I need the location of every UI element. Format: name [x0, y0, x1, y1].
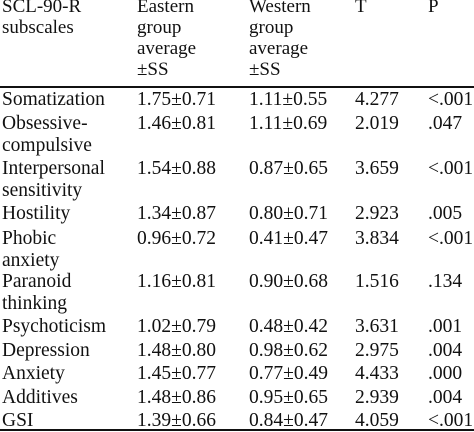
subscale-line: Hostility — [2, 203, 71, 224]
eastern-cell: 1.75±0.71 — [137, 89, 216, 110]
header-western: Western group average ±SS — [249, 0, 311, 80]
western-cell: 1.11±0.55 — [249, 89, 328, 110]
header-line: average — [249, 38, 309, 59]
t-cell: 1.516 — [355, 271, 399, 292]
subscale-cell: GSI — [2, 410, 33, 432]
western-cell: 1.11±0.69 — [249, 113, 328, 134]
subscale-line: anxiety — [2, 250, 60, 271]
header-line: subscales — [2, 17, 74, 38]
header-t: T — [355, 0, 367, 17]
subscale-line: Depression — [2, 340, 90, 361]
subscale-line: Obsessive- — [2, 113, 88, 134]
subscale-line: Psychoticism — [2, 316, 107, 337]
subscale-cell: Psychoticism — [2, 316, 106, 338]
eastern-cell: 1.39±0.66 — [137, 410, 216, 431]
eastern-cell: 1.16±0.81 — [137, 271, 216, 292]
t-cell: 3.834 — [355, 228, 399, 249]
t-cell: 4.433 — [355, 363, 399, 384]
western-cell: 0.84±0.47 — [249, 410, 328, 431]
p-cell: <.001 — [428, 228, 474, 249]
eastern-cell: 1.34±0.87 — [137, 203, 216, 224]
t-cell: 4.277 — [355, 89, 399, 110]
western-cell: 0.77±0.49 — [249, 363, 328, 384]
p-cell: .047 — [428, 113, 463, 134]
subscale-cell: Additives — [2, 387, 78, 409]
subscale-cell: Depression — [2, 340, 90, 362]
t-cell: 2.975 — [355, 340, 399, 361]
p-cell: .001 — [428, 316, 463, 337]
p-cell: .005 — [428, 203, 463, 224]
header-subscales: SCL-90-R subscales — [2, 0, 81, 38]
header-line: T — [355, 0, 367, 17]
subscale-cell: Obsessive-compulsive — [2, 113, 92, 157]
eastern-cell: 1.54±0.88 — [137, 158, 216, 179]
t-cell: 2.939 — [355, 387, 399, 408]
subscale-line: Somatization — [2, 89, 105, 110]
header-rule — [0, 86, 474, 88]
western-cell: 0.87±0.65 — [249, 158, 328, 179]
western-cell: 0.90±0.68 — [249, 271, 328, 292]
western-cell: 0.95±0.65 — [249, 387, 328, 408]
eastern-cell: 1.48±0.80 — [137, 340, 216, 361]
t-cell: 2.019 — [355, 113, 399, 134]
bottom-rule — [0, 429, 474, 431]
header-line: group — [249, 17, 294, 38]
subscale-cell: Phobic anxiety — [2, 228, 59, 272]
subscale-line: Additives — [2, 387, 78, 408]
p-cell: <.001 — [428, 410, 474, 431]
subscale-line: thinking — [2, 293, 68, 314]
header-eastern: Eastern group average ±SS — [137, 0, 196, 80]
p-cell: .000 — [428, 363, 463, 384]
header-line: group — [137, 17, 182, 38]
header-line: Western — [249, 0, 311, 17]
subscale-line: GSI — [2, 410, 34, 431]
subscale-cell: Paranoid thinking — [2, 271, 71, 315]
subscale-cell: Interpersonal sensitivity — [2, 158, 105, 202]
p-cell: .004 — [428, 340, 463, 361]
western-cell: 0.41±0.47 — [249, 228, 328, 249]
eastern-cell: 1.46±0.81 — [137, 113, 216, 134]
eastern-cell: 0.96±0.72 — [137, 228, 216, 249]
t-cell: 3.631 — [355, 316, 399, 337]
header-line: average — [137, 38, 197, 59]
western-cell: 0.48±0.42 — [249, 316, 328, 337]
subscale-line: compulsive — [2, 135, 92, 156]
header-line: ±SS — [249, 59, 281, 80]
t-cell: 3.659 — [355, 158, 399, 179]
western-cell: 0.98±0.62 — [249, 340, 328, 361]
subscale-line: sensitivity — [2, 180, 83, 201]
p-cell: <.001 — [428, 158, 474, 179]
t-cell: 4.059 — [355, 410, 399, 431]
header-line: P — [428, 0, 439, 17]
subscale-line: Anxiety — [2, 363, 65, 384]
subscale-cell: Hostility — [2, 203, 70, 225]
subscale-line: Paranoid — [2, 271, 72, 292]
header-line: SCL-90-R — [2, 0, 82, 17]
header-line: ±SS — [137, 59, 169, 80]
western-cell: 0.80±0.71 — [249, 203, 328, 224]
header-line: Eastern — [137, 0, 194, 17]
p-cell: .134 — [428, 271, 463, 292]
eastern-cell: 1.48±0.86 — [137, 387, 216, 408]
subscale-line: Phobic — [2, 228, 57, 249]
subscale-line: Interpersonal — [2, 158, 105, 179]
p-cell: .004 — [428, 387, 463, 408]
subscale-cell: Somatization — [2, 89, 105, 111]
eastern-cell: 1.45±0.77 — [137, 363, 216, 384]
eastern-cell: 1.02±0.79 — [137, 316, 216, 337]
t-cell: 2.923 — [355, 203, 399, 224]
header-p: P — [428, 0, 439, 17]
p-cell: <.001 — [428, 89, 474, 110]
subscale-cell: Anxiety — [2, 363, 65, 385]
